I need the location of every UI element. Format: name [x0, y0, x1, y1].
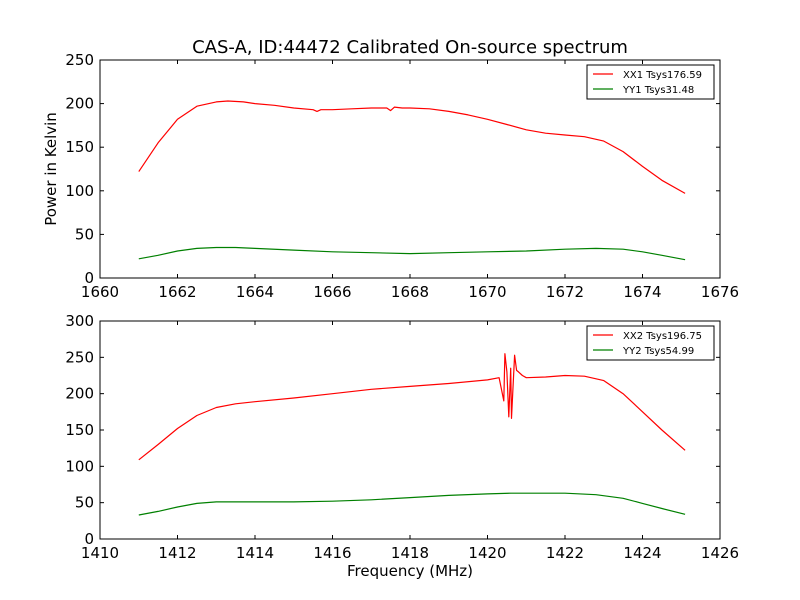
x-tick-label: 1420	[468, 544, 506, 562]
x-tick-label: 1660	[81, 283, 119, 301]
legend-entry: XX2 Tsys196.75	[623, 331, 702, 342]
x-tick-label: 1422	[546, 544, 584, 562]
series-line-green	[138, 246, 686, 261]
y-tick-label: 0	[84, 530, 94, 548]
x-tick-label: 1666	[313, 283, 351, 301]
x-tick-label: 1672	[546, 283, 584, 301]
x-tick-label: 1410	[81, 544, 119, 562]
y-tick-label: 50	[75, 225, 94, 243]
y-tick-label: 150	[65, 421, 94, 439]
y-axis-label: Power in Kelvin	[42, 112, 60, 226]
series-line-red	[138, 353, 686, 461]
figure-title: CAS-A, ID:44472 Calibrated On-source spe…	[192, 37, 628, 58]
x-tick-label: 1664	[236, 283, 274, 301]
y-tick-label: 50	[75, 494, 94, 512]
x-tick-label: 1668	[391, 283, 429, 301]
legend-entry: YY1 Tsys31.48	[622, 85, 694, 96]
x-tick-label: 1662	[158, 283, 196, 301]
y-tick-label: 0	[84, 269, 94, 287]
y-tick-label: 250	[65, 348, 94, 366]
legend-box	[586, 64, 715, 100]
legend-entry: XX1 Tsys176.59	[623, 70, 702, 81]
x-tick-label: 1670	[468, 283, 506, 301]
x-tick-label: 1416	[313, 544, 351, 562]
y-tick-label: 100	[65, 182, 94, 200]
series-line-red	[138, 100, 686, 194]
y-tick-label: 150	[65, 138, 94, 156]
x-tick-label: 1676	[701, 283, 739, 301]
x-tick-label: 1414	[236, 544, 274, 562]
bottom-plot: 1410 1412 1414 1416 1418 1420 1422 1424 1426 0 50 1…	[65, 312, 739, 580]
y-tick-label: 200	[65, 385, 94, 403]
x-tick-label: 1418	[391, 544, 429, 562]
x-tick-label: 1412	[158, 544, 196, 562]
y-tick-label: 100	[65, 457, 94, 475]
y-tick-label: 200	[65, 95, 94, 113]
x-axis-label: Frequency (MHz)	[347, 562, 473, 580]
series-line-green	[138, 492, 686, 516]
x-tick-label: 1426	[701, 544, 739, 562]
legend-box	[586, 325, 715, 361]
y-tick-label: 250	[65, 51, 94, 69]
y-tick-label: 300	[65, 312, 94, 330]
x-tick-label: 1674	[623, 283, 661, 301]
top-plot: 1660 1662 1664 1666 1668 1670 1672 1674 1676 0 50 1…	[42, 51, 739, 301]
legend-entry: YY2 Tsys54.99	[622, 346, 694, 357]
x-tick-label: 1424	[623, 544, 661, 562]
